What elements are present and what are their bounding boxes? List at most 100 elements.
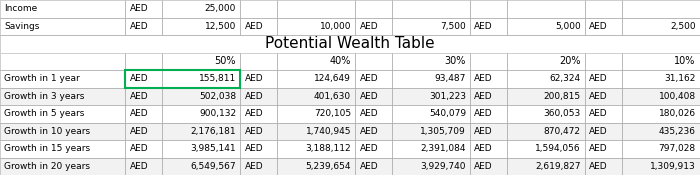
- Bar: [240, 105, 277, 122]
- Bar: [0, 52, 125, 70]
- Text: AED: AED: [244, 144, 263, 153]
- Text: AED: AED: [244, 162, 263, 171]
- Bar: [470, 0, 507, 18]
- Text: AED: AED: [475, 109, 493, 118]
- Bar: [355, 140, 392, 158]
- Bar: [162, 70, 240, 88]
- Text: 3,985,141: 3,985,141: [190, 144, 236, 153]
- Bar: [392, 158, 470, 175]
- Bar: [240, 88, 277, 105]
- Text: 40%: 40%: [330, 56, 351, 66]
- Text: AED: AED: [130, 74, 148, 83]
- Text: AED: AED: [130, 127, 148, 136]
- Text: AED: AED: [244, 74, 263, 83]
- Text: AED: AED: [130, 162, 148, 171]
- Text: AED: AED: [244, 109, 263, 118]
- Bar: [585, 140, 622, 158]
- Bar: [470, 18, 507, 35]
- Text: 1,740,945: 1,740,945: [305, 127, 351, 136]
- Bar: [355, 88, 392, 105]
- Bar: [507, 18, 585, 35]
- Text: AED: AED: [475, 92, 493, 101]
- Text: AED: AED: [589, 109, 608, 118]
- Bar: [507, 70, 585, 88]
- Bar: [277, 105, 355, 122]
- Bar: [277, 105, 355, 122]
- Bar: [507, 52, 585, 70]
- Text: AED: AED: [244, 92, 263, 101]
- Text: 502,038: 502,038: [199, 92, 236, 101]
- Bar: [392, 0, 470, 18]
- Bar: [585, 18, 622, 35]
- Bar: [0, 0, 125, 18]
- Bar: [622, 140, 700, 158]
- Bar: [0, 88, 125, 105]
- Bar: [277, 70, 355, 88]
- Bar: [0, 18, 125, 35]
- Bar: [240, 158, 277, 175]
- Bar: [125, 122, 162, 140]
- Bar: [470, 52, 507, 70]
- Bar: [470, 158, 507, 175]
- Bar: [125, 52, 162, 70]
- Bar: [277, 140, 355, 158]
- Bar: [622, 88, 700, 105]
- Bar: [355, 70, 392, 88]
- Bar: [277, 88, 355, 105]
- Bar: [0, 105, 125, 122]
- Bar: [355, 122, 392, 140]
- Bar: [240, 88, 277, 105]
- Bar: [392, 105, 470, 122]
- Bar: [585, 0, 622, 18]
- Text: 2,500: 2,500: [670, 22, 696, 31]
- Text: AED: AED: [475, 127, 493, 136]
- Bar: [162, 0, 240, 18]
- Bar: [355, 18, 392, 35]
- Bar: [470, 52, 507, 70]
- Bar: [392, 158, 470, 175]
- Text: Savings: Savings: [4, 22, 40, 31]
- Bar: [125, 88, 162, 105]
- Bar: [470, 158, 507, 175]
- Text: Potential Wealth Table: Potential Wealth Table: [265, 36, 435, 51]
- Bar: [125, 52, 162, 70]
- Bar: [622, 122, 700, 140]
- Bar: [277, 70, 355, 88]
- Bar: [470, 70, 507, 88]
- Bar: [125, 70, 240, 88]
- Bar: [392, 122, 470, 140]
- Bar: [162, 88, 240, 105]
- Text: AED: AED: [475, 22, 493, 31]
- Bar: [355, 105, 392, 122]
- Bar: [125, 140, 162, 158]
- Text: AED: AED: [130, 22, 148, 31]
- Text: AED: AED: [244, 127, 263, 136]
- Bar: [162, 70, 240, 88]
- Text: AED: AED: [359, 22, 378, 31]
- Bar: [507, 88, 585, 105]
- Text: 155,811: 155,811: [199, 74, 236, 83]
- Text: AED: AED: [359, 92, 378, 101]
- Bar: [622, 122, 700, 140]
- Text: 5,239,654: 5,239,654: [305, 162, 351, 171]
- Bar: [0, 0, 125, 18]
- Bar: [277, 122, 355, 140]
- Bar: [622, 105, 700, 122]
- Text: 100,408: 100,408: [659, 92, 696, 101]
- Bar: [507, 18, 585, 35]
- Bar: [0, 70, 125, 88]
- Text: Growth in 1 year: Growth in 1 year: [4, 74, 80, 83]
- Text: AED: AED: [589, 127, 608, 136]
- Bar: [622, 88, 700, 105]
- Bar: [162, 158, 240, 175]
- Text: 1,594,056: 1,594,056: [536, 144, 581, 153]
- Text: 30%: 30%: [444, 56, 466, 66]
- Text: 93,487: 93,487: [435, 74, 466, 83]
- Bar: [162, 122, 240, 140]
- Bar: [162, 18, 240, 35]
- Text: 540,079: 540,079: [429, 109, 466, 118]
- Bar: [0, 158, 125, 175]
- Text: 25,000: 25,000: [204, 4, 236, 13]
- Text: Growth in 20 years: Growth in 20 years: [4, 162, 90, 171]
- Bar: [355, 140, 392, 158]
